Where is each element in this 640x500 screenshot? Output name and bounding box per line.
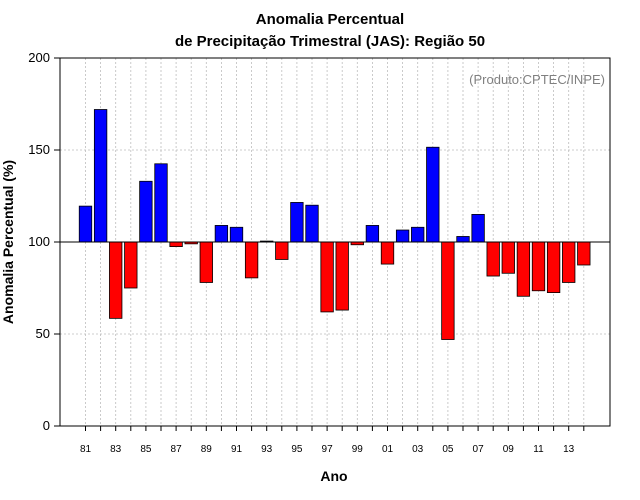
bar-12 <box>546 241 561 293</box>
x-tick-label: 99 <box>352 444 364 455</box>
bar-85 <box>139 180 153 243</box>
bar-95 <box>290 202 304 243</box>
bar-97 <box>320 241 334 313</box>
bar-98 <box>335 241 349 311</box>
y-tick-label: 100 <box>28 234 50 249</box>
bar-94 <box>275 241 289 260</box>
x-tick-label: 81 <box>80 444 92 455</box>
x-axis-title: Ano <box>320 468 347 484</box>
x-tick-label: 93 <box>261 444 273 455</box>
y-tick-label: 0 <box>43 418 50 433</box>
bar-89 <box>199 241 213 283</box>
bar-87 <box>169 241 183 247</box>
bar-14 <box>577 241 591 266</box>
bar-84 <box>124 241 138 289</box>
bar-11 <box>531 241 546 292</box>
bar-01 <box>380 241 395 265</box>
bar-92 <box>244 241 259 279</box>
bar-07 <box>471 213 485 243</box>
x-tick-label: 09 <box>503 444 515 455</box>
bar-09 <box>501 241 515 274</box>
y-axis: 0 50 100 150 200 <box>28 50 60 433</box>
x-tick-label: 89 <box>201 444 213 455</box>
bar-90 <box>214 225 229 243</box>
x-tick-label: 11 <box>533 444 544 455</box>
x-tick-label: 87 <box>171 444 183 455</box>
x-tick-label: 85 <box>140 444 152 455</box>
x-tick-label: 97 <box>322 444 334 455</box>
bar-08 <box>486 241 500 277</box>
bar-13 <box>562 241 576 283</box>
chart-subtitle: de Precipitação Trimestral (JAS): Região… <box>175 33 485 50</box>
bar-91 <box>229 226 244 243</box>
y-tick-label: 50 <box>36 326 50 341</box>
bar-06 <box>456 236 470 243</box>
x-tick-label: 01 <box>382 444 394 455</box>
y-tick-label: 200 <box>28 50 50 65</box>
bar-05 <box>441 241 455 340</box>
bar-10 <box>516 241 531 297</box>
bar-86 <box>154 163 168 243</box>
bar-82 <box>93 109 108 243</box>
x-tick-label: 95 <box>291 444 303 455</box>
x-tick-label: 13 <box>563 444 575 455</box>
chart-annotation: (Produto:CPTEC/INPE) <box>469 72 605 87</box>
x-tick-label: 05 <box>442 444 454 455</box>
bar-96 <box>305 204 319 243</box>
bar-02 <box>395 229 410 243</box>
bars <box>78 109 591 340</box>
bar-81 <box>78 205 93 243</box>
bar-04 <box>426 146 440 243</box>
chart-title: Anomalia Percentual <box>256 11 404 28</box>
bar-00 <box>365 225 380 243</box>
bar-83 <box>109 241 123 319</box>
bar-03 <box>411 226 425 243</box>
y-tick-label: 150 <box>28 142 50 157</box>
x-tick-label: 91 <box>231 444 243 455</box>
x-axis: 81 83 85 87 89 91 93 95 97 99 01 03 05 07 09 11 13 <box>80 426 585 455</box>
x-tick-label: 03 <box>412 444 424 455</box>
x-tick-label: 83 <box>110 444 122 455</box>
y-axis-title: Anomalia Percentual (%) <box>0 160 16 324</box>
x-tick-label: 07 <box>473 444 485 455</box>
